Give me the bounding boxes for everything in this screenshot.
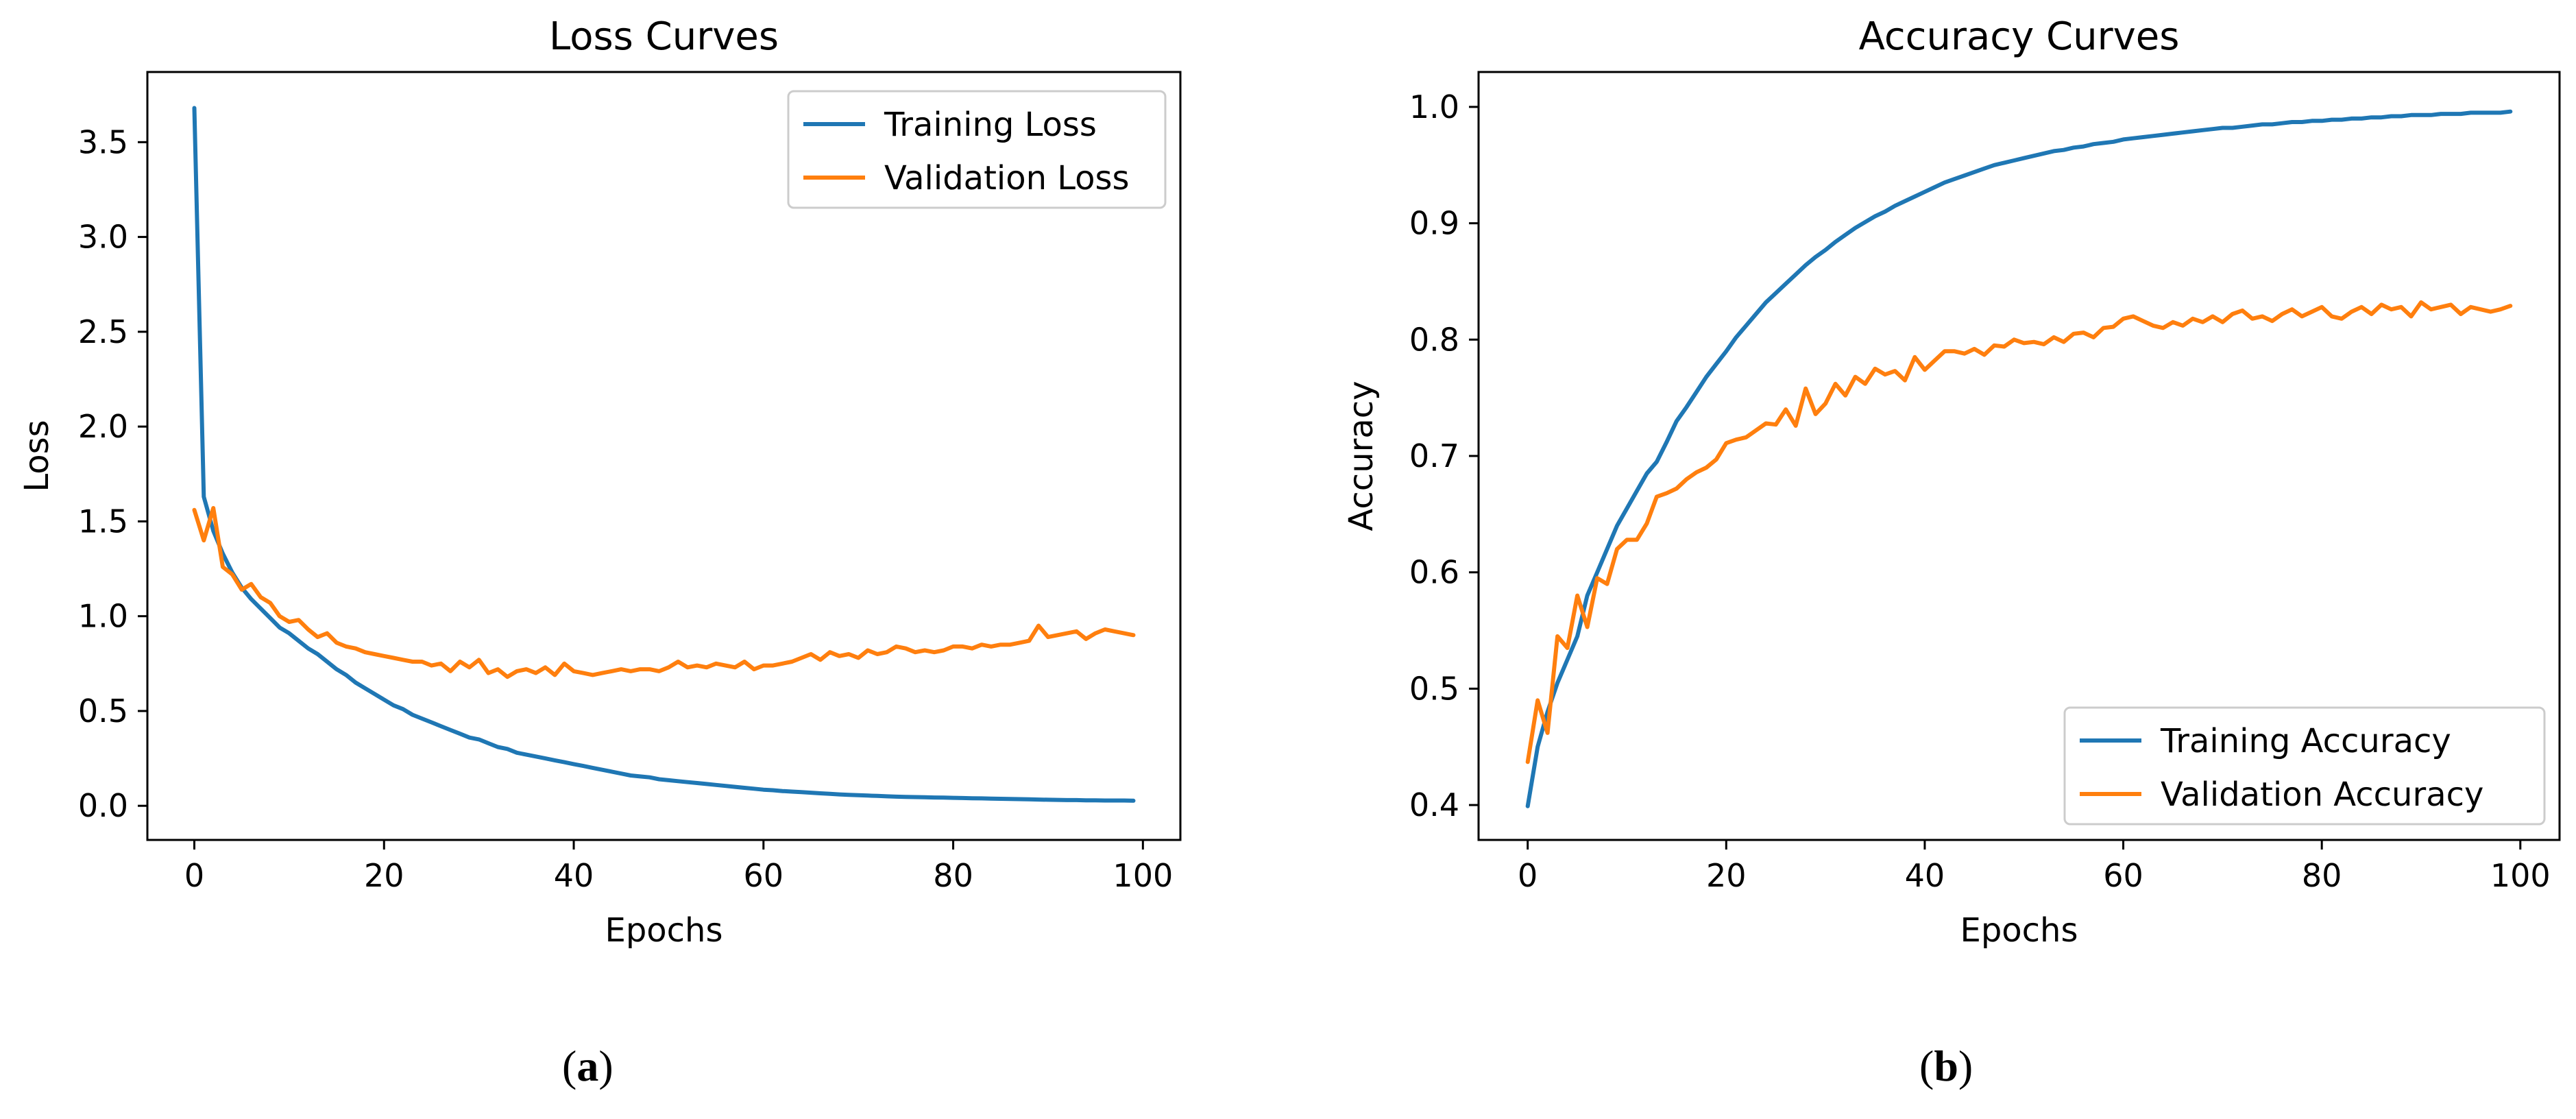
legend-box bbox=[2063, 706, 2546, 826]
panel-label-a: (a) bbox=[562, 1042, 613, 1090]
y-tick-label: 1.0 bbox=[1409, 88, 1459, 125]
legend-label: Training Accuracy bbox=[2160, 722, 2451, 760]
legend: Training Loss Validation Loss bbox=[787, 90, 1167, 209]
chart-title: Accuracy Curves bbox=[1859, 14, 2180, 59]
x-axis-label: Epochs bbox=[605, 911, 723, 950]
legend-box bbox=[787, 90, 1167, 209]
y-tick-label: 0.8 bbox=[1409, 321, 1459, 358]
x-tick-label: 80 bbox=[2302, 857, 2342, 894]
chart-title: Loss Curves bbox=[549, 14, 779, 59]
x-tick-label: 60 bbox=[744, 857, 784, 894]
plot-frame bbox=[146, 71, 1182, 841]
series-line-validation-loss bbox=[192, 506, 1136, 679]
y-tick-label: 0.4 bbox=[1409, 786, 1459, 823]
y-tick-label: 2.0 bbox=[78, 408, 128, 445]
chart-loss: Loss Curves 0 20 40 60 80 100 0.0 0.5 1.0 1.5 2.0 2.… bbox=[18, 14, 1182, 950]
x-tick-label: 40 bbox=[554, 857, 594, 894]
series-line-training-loss bbox=[192, 106, 1136, 803]
y-tick-label: 0.0 bbox=[78, 787, 128, 824]
x-tick-label: 80 bbox=[933, 857, 973, 894]
legend-label: Validation Accuracy bbox=[2161, 775, 2483, 814]
y-tick-label: 3.0 bbox=[78, 219, 128, 256]
y-tick-label: 0.9 bbox=[1409, 205, 1459, 242]
x-tick-label: 0 bbox=[1518, 857, 1538, 894]
y-tick-label: 0.5 bbox=[1409, 670, 1459, 707]
y-tick-label: 0.6 bbox=[1409, 554, 1459, 591]
y-axis-label: Accuracy bbox=[1342, 381, 1381, 531]
chart-accuracy: Accuracy Curves 0 20 40 60 80 100 0.4 0.5 0.6 0.7 0… bbox=[1342, 14, 2561, 950]
legend: Training Accuracy Validation Accuracy bbox=[2063, 706, 2546, 826]
y-tick-label: 1.5 bbox=[78, 503, 128, 540]
x-axis-label: Epochs bbox=[1960, 911, 2078, 950]
x-tick-label: 40 bbox=[1905, 857, 1945, 894]
x-tick-label: 20 bbox=[364, 857, 404, 894]
x-tick-label: 20 bbox=[1706, 857, 1747, 894]
legend-label: Training Loss bbox=[884, 106, 1097, 144]
y-tick-label: 2.5 bbox=[78, 313, 128, 350]
series-line-training-accuracy bbox=[1525, 109, 2513, 808]
legend-label: Validation Loss bbox=[884, 159, 1130, 197]
series-line-validation-accuracy bbox=[1525, 300, 2513, 765]
x-tick-label: 100 bbox=[2490, 857, 2551, 894]
y-tick-label: 0.7 bbox=[1409, 437, 1459, 474]
x-tick-label: 100 bbox=[1113, 857, 1173, 894]
panel-label-b: (b) bbox=[1919, 1042, 1973, 1090]
y-tick-label: 0.5 bbox=[78, 693, 128, 730]
y-axis-label: Loss bbox=[18, 420, 56, 492]
x-tick-label: 0 bbox=[184, 857, 204, 894]
x-tick-label: 60 bbox=[2103, 857, 2143, 894]
y-tick-label: 1.0 bbox=[78, 598, 128, 635]
y-tick-label: 3.5 bbox=[78, 123, 128, 160]
